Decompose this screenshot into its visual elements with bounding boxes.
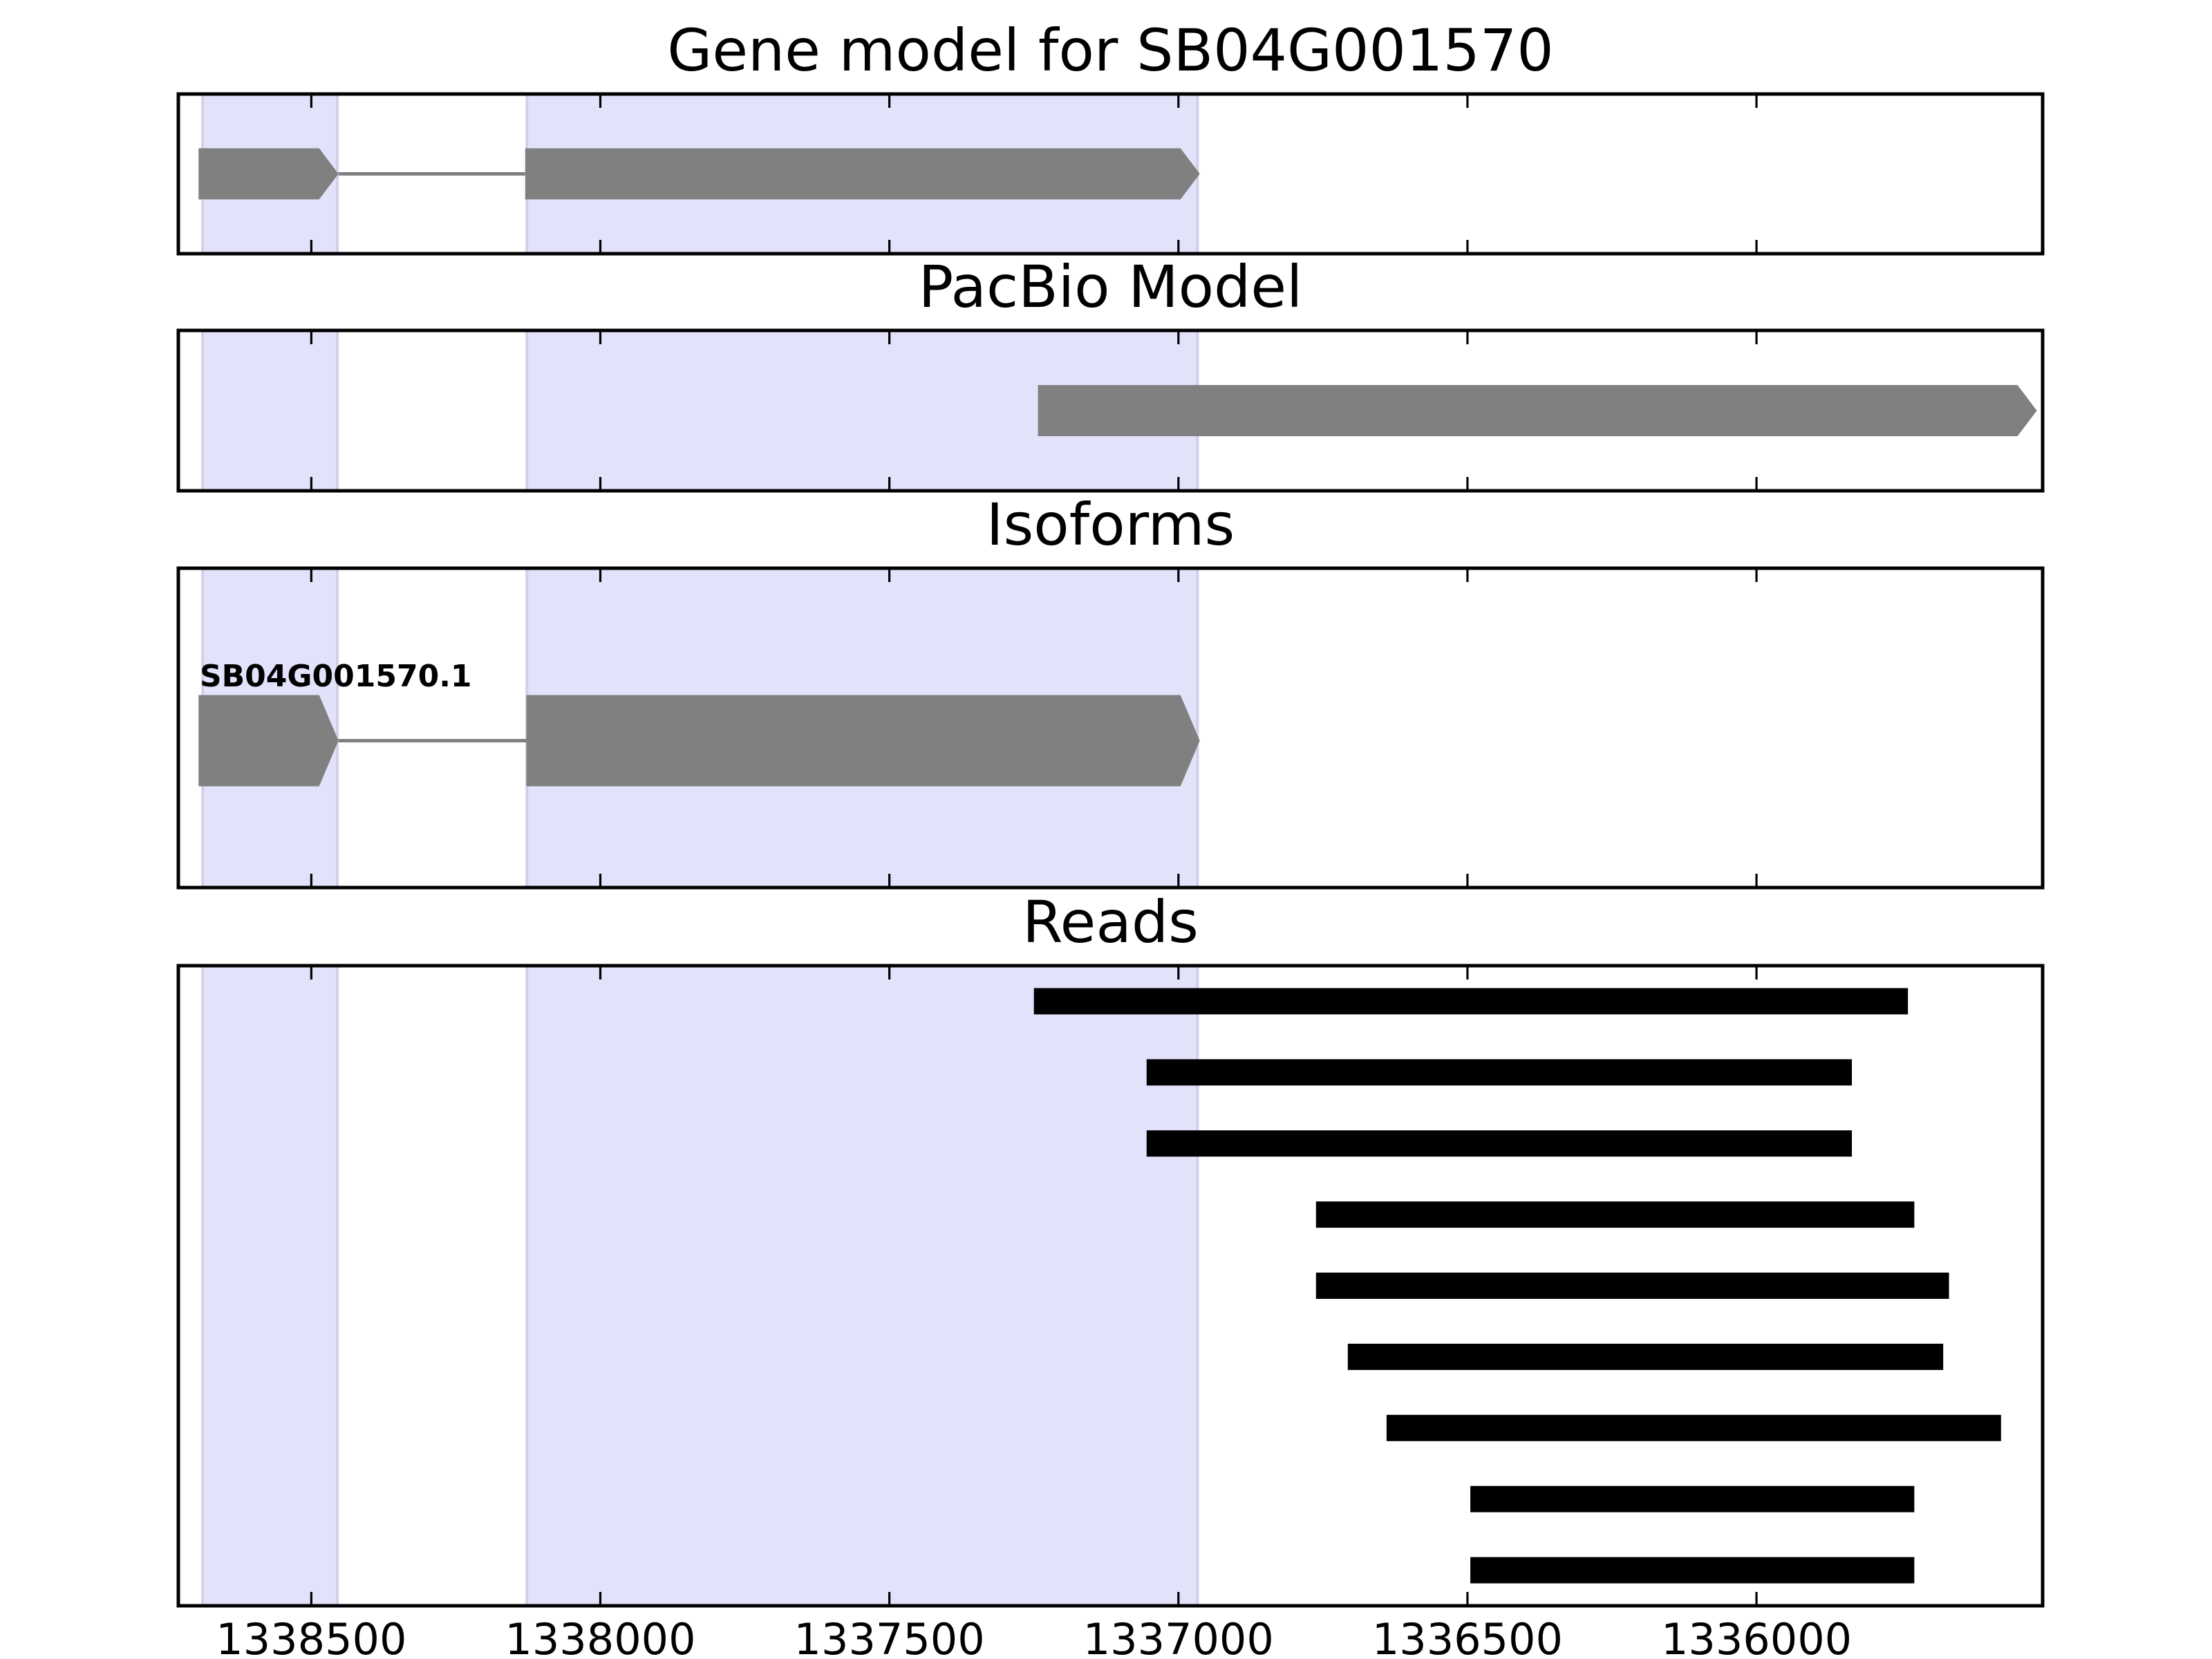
read-bar: [1347, 1343, 1944, 1370]
read-bar: [1146, 1130, 1853, 1157]
read-bar: [1146, 1059, 1853, 1086]
panel-isoforms: Isoforms SB04G001570.1: [176, 491, 2045, 890]
panel-frame: [176, 328, 2045, 493]
panel-title: Gene model for SB04G001570: [667, 17, 1553, 84]
exon-arrow: [526, 695, 1200, 787]
x-tick-label: 1336000: [1661, 1614, 1852, 1659]
x-tick-label: 1336500: [1372, 1614, 1563, 1659]
panel-frame: [176, 92, 2045, 256]
panel-title: Reads: [1022, 888, 1199, 956]
read-bar: [1315, 1273, 1949, 1299]
panel-pacbio-model: PacBio Model: [176, 253, 2045, 493]
exon-arrow: [525, 148, 1200, 200]
exon-shading-band: [201, 964, 339, 1607]
x-tick-label: 1338500: [216, 1614, 406, 1659]
panel-gene-model: Gene model for SB04G001570: [176, 17, 2045, 256]
read-bar: [1386, 1414, 2001, 1441]
exon-shading-band: [201, 329, 339, 492]
panel-reads: Reads 1338500 1338000 1337500 1337000 1336500…: [176, 888, 2045, 1659]
read-bar: [1033, 988, 1909, 1015]
exon-shading-band: [525, 964, 1199, 1607]
x-tick-label: 1338000: [505, 1614, 695, 1659]
x-tick-label: 1337000: [1083, 1614, 1274, 1659]
panel-frame: [176, 964, 2045, 1608]
exon-arrow: [198, 695, 339, 787]
read-bar: [1470, 1557, 1915, 1584]
panel-title: PacBio Model: [919, 253, 1303, 321]
x-tick-label: 1337500: [794, 1614, 985, 1659]
read-bar: [1315, 1201, 1915, 1228]
exon-arrow: [198, 148, 339, 200]
exon-arrow: [1038, 385, 2037, 436]
panel-title: Isoforms: [986, 491, 1235, 559]
isoform-label: SB04G001570.1: [200, 659, 472, 694]
read-bar: [1470, 1485, 1915, 1512]
panel-frame: [176, 566, 2045, 890]
